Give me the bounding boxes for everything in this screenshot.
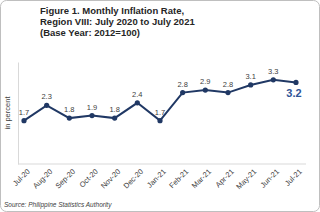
x-tick-label: Jan-21 xyxy=(145,167,168,190)
x-tick-label: Feb-21 xyxy=(167,167,190,190)
x-tick: Jul-21 xyxy=(283,164,304,188)
data-label: 2.4 xyxy=(132,90,142,99)
data-label: 1.9 xyxy=(87,103,97,112)
marker xyxy=(44,103,49,108)
x-tick: Jun-21 xyxy=(258,164,281,190)
x-tick: Nov-20 xyxy=(99,164,122,190)
x-tick-label: Aug-20 xyxy=(31,167,54,190)
x-tick-label: Oct-20 xyxy=(77,167,99,189)
data-label: 2.8 xyxy=(223,80,233,89)
x-axis-line xyxy=(18,164,306,165)
x-tick: Oct-20 xyxy=(77,164,99,189)
data-label: 3.3 xyxy=(268,67,278,76)
marker xyxy=(271,77,276,82)
x-tick-label: May-21 xyxy=(234,167,258,191)
x-tick-label: Nov-20 xyxy=(99,167,122,190)
x-tick: Sep-20 xyxy=(54,164,77,190)
marker xyxy=(21,118,26,123)
marker xyxy=(67,116,72,121)
x-tick: Aug-20 xyxy=(31,164,54,190)
x-tick-label: Jul-20 xyxy=(11,167,32,188)
data-label: 1.8 xyxy=(64,105,74,114)
marker xyxy=(248,82,253,87)
x-tick-label: Apr-21 xyxy=(213,167,235,189)
x-tick: May-21 xyxy=(234,164,258,191)
marker xyxy=(135,100,140,105)
data-label: 2.3 xyxy=(41,92,51,101)
x-tick: Apr-21 xyxy=(213,164,235,189)
x-tick: Mar-21 xyxy=(190,164,213,190)
title: Figure 1. Monthly Inflation Rate, xyxy=(40,5,184,16)
x-tick: Dec-20 xyxy=(122,164,145,190)
data-label: 1.8 xyxy=(109,105,119,114)
source: Source: Philippine Statistics Authority xyxy=(4,201,112,209)
marker xyxy=(112,116,117,121)
data-label: 3.2 xyxy=(286,87,301,99)
x-tick: Jul-20 xyxy=(11,164,32,188)
title: Region VIII: July 2020 to July 2021 xyxy=(40,16,195,27)
line xyxy=(24,80,296,121)
data-label: 2.9 xyxy=(200,77,210,86)
marker xyxy=(157,118,162,123)
subtitle: (Base Year: 2012=100) xyxy=(40,27,140,38)
x-tick-label: Jun-21 xyxy=(258,167,281,190)
frame xyxy=(1,1,320,212)
plot-area xyxy=(21,77,298,123)
x-tick-label: Sep-20 xyxy=(54,167,77,190)
x-tick: Feb-21 xyxy=(167,164,190,190)
marker xyxy=(203,87,208,92)
x-tick-label: Dec-20 xyxy=(122,167,145,190)
marker xyxy=(89,113,94,118)
marker xyxy=(180,90,185,95)
data-label: 1.7 xyxy=(155,108,165,117)
x-tick: Jan-21 xyxy=(145,164,168,190)
data-label: 1.7 xyxy=(19,108,29,117)
x-axis: Jul-20Aug-20Sep-20Oct-20Nov-20Dec-20Jan-… xyxy=(11,164,306,191)
x-tick-label: Mar-21 xyxy=(190,167,213,190)
marker xyxy=(225,90,230,95)
data-label: 3.1 xyxy=(245,72,255,81)
data-label: 2.8 xyxy=(177,80,187,89)
y-axis-title: in percent xyxy=(3,96,12,130)
chart: Figure 1. Monthly Inflation Rate,Region … xyxy=(0,0,320,212)
x-tick-label: Jul-21 xyxy=(283,167,304,188)
marker xyxy=(293,80,298,85)
